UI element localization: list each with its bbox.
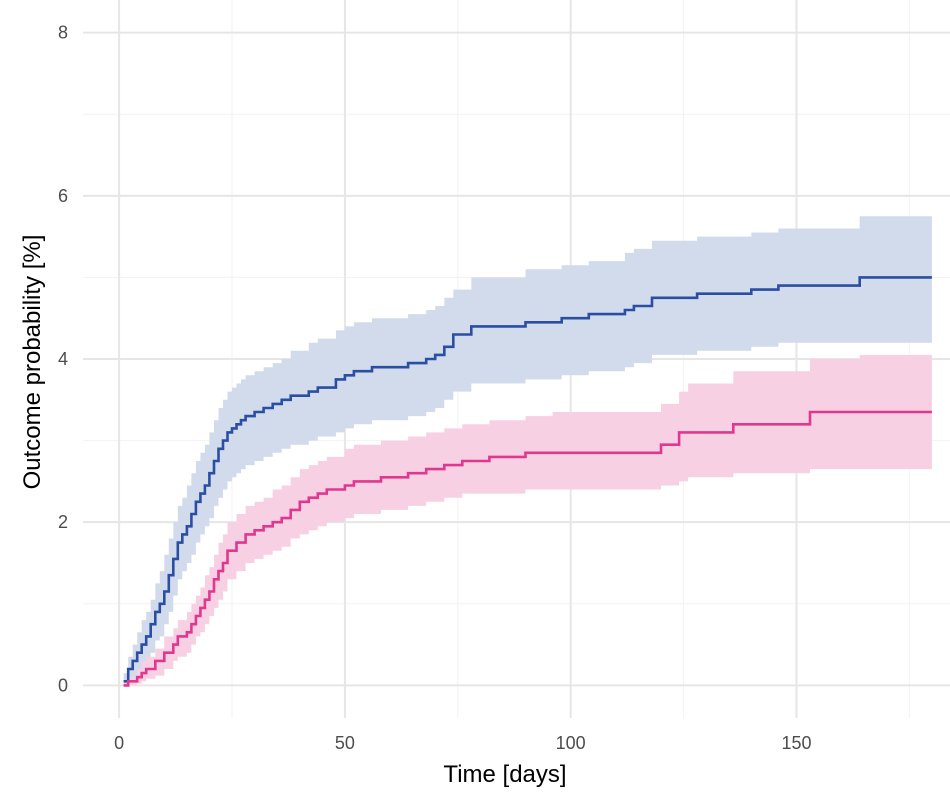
y-tick-label: 8: [58, 23, 68, 43]
y-axis-title: Outcome probability [%]: [19, 235, 46, 490]
x-tick-label: 100: [556, 733, 586, 753]
y-tick-label: 2: [58, 512, 68, 532]
series-line-1: [123, 276, 932, 683]
y-tick-label: 6: [58, 186, 68, 206]
confidence-bands: [123, 216, 932, 686]
x-axis-title: Time [days]: [443, 761, 566, 788]
series-lines: [123, 276, 932, 687]
x-tick-labels: 0 50 100 150: [114, 733, 811, 753]
y-tick-label: 0: [58, 675, 68, 695]
confidence-band-2: [123, 354, 932, 686]
confidence-band-1: [123, 216, 932, 686]
y-tick-labels: 0 2 4 6 8: [58, 23, 68, 696]
x-tick-label: 50: [335, 733, 355, 753]
series-line-2: [123, 410, 932, 687]
x-tick-label: 0: [114, 733, 124, 753]
y-tick-label: 4: [58, 349, 68, 369]
x-tick-label: 150: [781, 733, 811, 753]
